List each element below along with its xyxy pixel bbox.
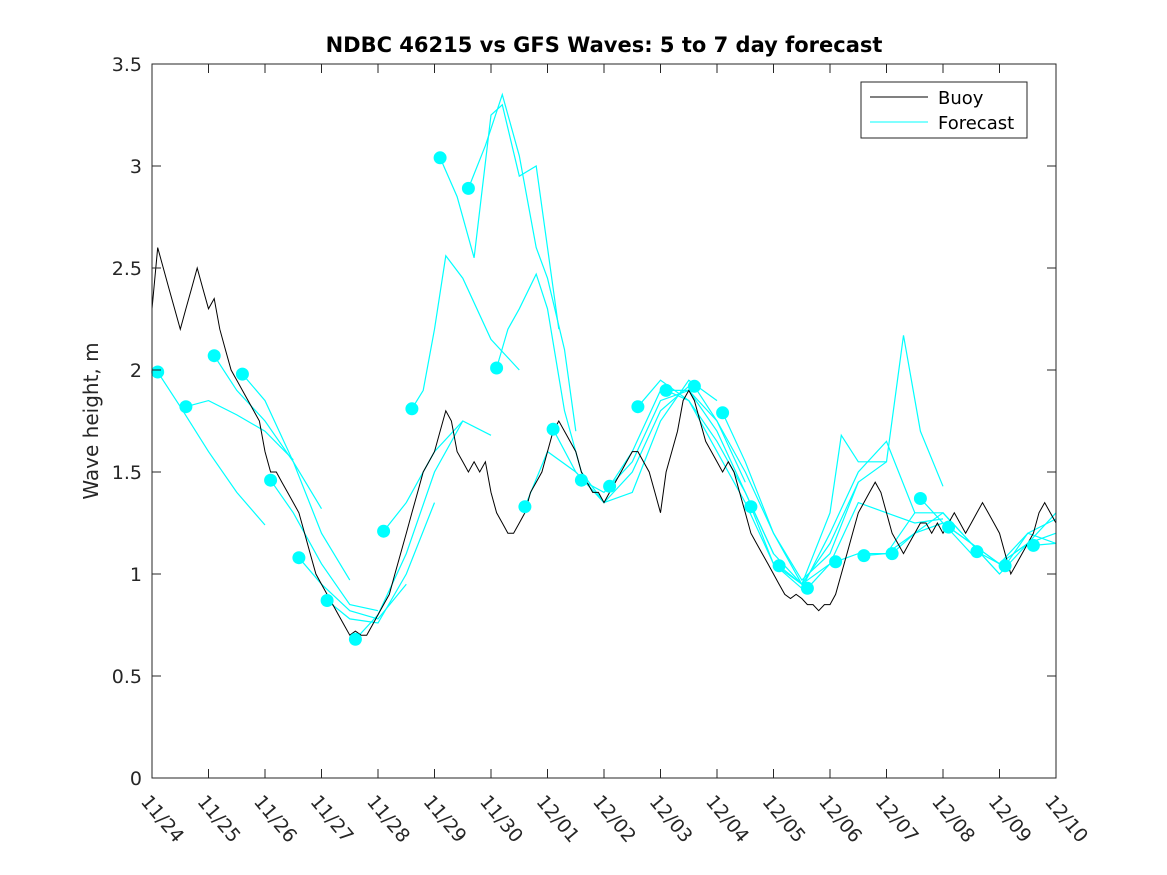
forecast-start-marker [857,549,871,563]
y-tick-label: 0.5 [112,666,142,688]
forecast-start-marker [235,367,249,381]
forecast-line-24 [806,501,944,589]
forecast-start-marker [320,594,334,607]
forecast-line-28 [919,498,1057,575]
forecast-start-marker [998,559,1012,573]
forecast-line-15 [552,379,718,504]
forecast-start-marker [744,500,758,514]
forecast-line-10 [411,254,520,410]
forecast-line-12 [467,92,577,432]
y-tick-label: 2.5 [112,258,142,280]
forecast-line-3 [213,355,323,510]
forecast-start-marker [518,500,532,514]
forecast-line-2 [185,399,294,461]
y-tick-label: 3.5 [112,54,142,76]
forecast-start-marker [603,479,617,493]
forecast-start-marker [687,379,701,393]
forecast-start-marker [942,520,956,534]
y-tick-label: 3 [130,156,142,178]
series-layer [151,92,1057,640]
plot-area [152,64,1056,778]
forecast-start-marker [264,473,278,487]
forecast-start-marker [377,524,391,538]
forecast-start-marker [546,422,560,436]
forecast-start-marker [716,406,730,420]
forecast-line-4 [241,373,351,581]
forecast-start-marker [461,181,475,195]
y-tick-labels: 0 0.5 1 1.5 2 2.5 3 3.5 [112,54,142,790]
y-tick-label: 0 [130,768,142,790]
forecast-line-7 [326,502,436,624]
forecast-line-8 [354,420,464,640]
forecast-start-marker [1026,538,1040,552]
forecast-start-marker [970,545,984,559]
y-axis-label: Wave height, m [79,342,103,499]
legend-forecast-label: Forecast [938,113,1014,134]
forecast-start-marker [659,383,673,397]
forecast-start-marker [207,349,221,363]
forecast-start-marker [490,361,504,375]
forecast-line-21 [722,412,887,586]
chart-title: NDBC 46215 vs GFS Waves: 5 to 7 day fore… [326,33,883,57]
forecast-line-31 [1004,532,1057,567]
forecast-start-marker [151,365,165,379]
marker-layer [151,151,1040,646]
tick-layer [151,63,1057,779]
forecast-start-marker [772,559,786,573]
forecast-line-1 [157,371,266,526]
legend: Buoy Forecast [860,81,1028,139]
forecast-start-marker [292,551,306,565]
legend-box [860,81,1028,139]
forecast-start-marker [829,555,843,569]
forecast-start-marker [405,402,419,416]
legend-buoy-label: Buoy [938,88,984,109]
forecast-start-marker [800,581,814,595]
forecast-start-marker [574,473,588,487]
forecast-line-11 [439,103,560,330]
forecast-start-marker [348,632,362,646]
forecast-line-23 [778,335,944,586]
forecast-start-marker [913,492,927,505]
forecast-start-marker [631,400,645,414]
forecast-start-marker [179,400,193,414]
y-tick-label: 1.5 [112,462,142,484]
forecast-line-5 [270,479,379,612]
forecast-start-marker [885,547,899,561]
y-tick-label: 2 [130,360,142,382]
y-tick-label: 1 [130,564,142,586]
buoy-line [151,247,1057,636]
forecast-start-marker [433,151,447,165]
